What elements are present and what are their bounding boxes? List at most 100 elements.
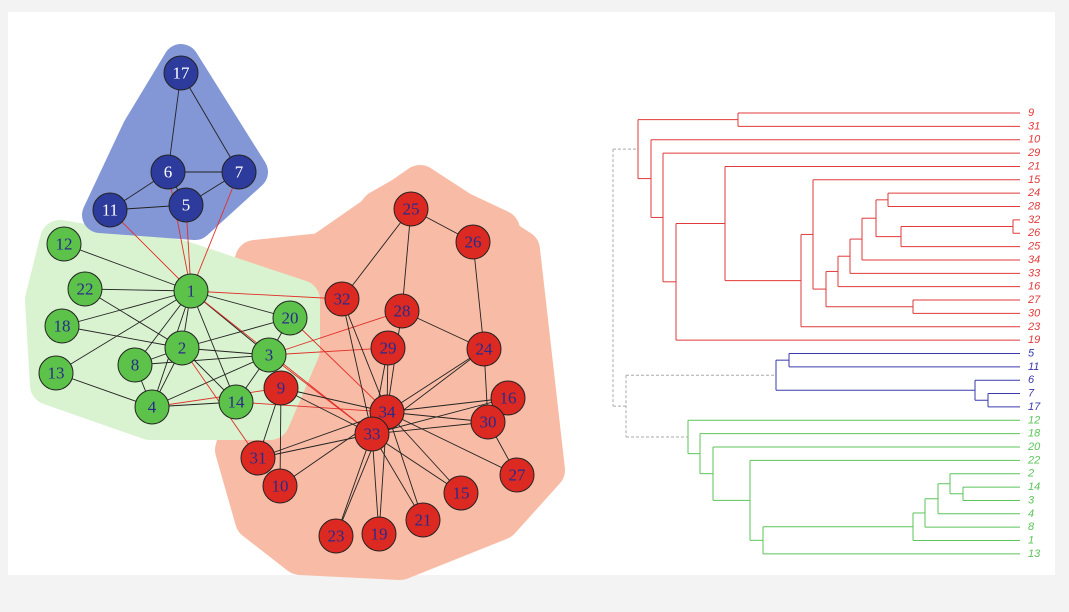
node-label: 18 [54, 317, 71, 336]
node-label: 22 [77, 280, 94, 299]
edge [109, 209, 192, 292]
node-label: 2 [178, 339, 187, 358]
node-label: 19 [371, 525, 388, 544]
node-label: 34 [379, 403, 397, 422]
node [117, 347, 153, 383]
edge [61, 325, 183, 349]
edge [190, 290, 237, 403]
edge [371, 433, 462, 494]
leaf-label: 29 [1027, 147, 1040, 159]
leaf-label: 17 [1028, 401, 1041, 413]
node [324, 281, 360, 317]
node-label: 33 [364, 425, 381, 444]
leaf-label: 22 [1027, 454, 1040, 466]
dendrogram: 9311029211524283226253433162730231951167… [612, 107, 1041, 560]
edge [268, 347, 389, 356]
leaf-label: 10 [1028, 134, 1041, 146]
node [173, 273, 209, 309]
node [370, 330, 406, 366]
edge [371, 397, 509, 435]
node-label: 5 [182, 196, 191, 215]
node [163, 55, 199, 91]
edge [190, 171, 240, 292]
leaf-label: 20 [1027, 441, 1041, 453]
node [92, 192, 128, 228]
node [384, 293, 420, 329]
edge [181, 317, 291, 349]
node-label: 1 [187, 282, 196, 301]
leaf-label: 8 [1028, 521, 1035, 533]
node-label: 28 [394, 302, 411, 321]
node-label: 9 [277, 379, 286, 398]
leaf-label: 15 [1028, 174, 1041, 186]
leaf-label: 11 [1028, 361, 1039, 373]
edge [55, 290, 192, 374]
leaf-label: 19 [1028, 334, 1040, 346]
node-label: 12 [56, 235, 73, 254]
leaf-label: 34 [1028, 254, 1040, 266]
leaf-label: 14 [1028, 481, 1040, 493]
node-label: 24 [476, 340, 494, 359]
node-label: 17 [173, 64, 191, 83]
node [221, 154, 257, 190]
edge [257, 433, 373, 459]
node-label: 32 [334, 290, 351, 309]
edge [386, 411, 518, 476]
leaf-label: 26 [1027, 227, 1041, 239]
node-label: 10 [272, 477, 289, 496]
leaf-label: 23 [1027, 321, 1041, 333]
node [490, 380, 526, 416]
edge [268, 310, 403, 356]
node [218, 384, 254, 420]
node-label: 6 [164, 163, 173, 182]
node-label: 27 [509, 466, 527, 485]
node [46, 226, 82, 262]
node [443, 475, 479, 511]
leaf-label: 21 [1027, 160, 1040, 172]
leaf-label: 27 [1027, 294, 1041, 306]
edge [151, 387, 282, 408]
node-label: 30 [480, 413, 497, 432]
node-label: 15 [453, 484, 470, 503]
node-label: 4 [148, 398, 157, 417]
node [150, 154, 186, 190]
edge [151, 354, 270, 408]
edge [386, 397, 509, 413]
node-label: 16 [500, 389, 517, 408]
leaf-label: 28 [1027, 201, 1041, 213]
leaf-label: 7 [1028, 388, 1035, 400]
edge [335, 433, 373, 537]
edge [341, 298, 373, 435]
leaf-label: 1 [1028, 535, 1034, 547]
leaf-label: 3 [1028, 494, 1035, 506]
node [470, 404, 506, 440]
leaf-label: 5 [1028, 347, 1035, 359]
node-label: 20 [282, 309, 299, 328]
node [263, 370, 299, 406]
node [318, 518, 354, 554]
node-label: 26 [465, 233, 482, 252]
node [38, 355, 74, 391]
node [240, 440, 276, 476]
node-label: 14 [228, 393, 246, 412]
leaf-label: 6 [1028, 374, 1035, 386]
leaf-label: 30 [1028, 307, 1041, 319]
edge [180, 72, 240, 173]
node [354, 416, 390, 452]
leaf-label: 2 [1027, 468, 1034, 480]
node [499, 457, 535, 493]
leaf-label: 31 [1028, 120, 1040, 132]
edge [61, 290, 192, 327]
edge [84, 288, 183, 349]
node-label: 8 [131, 356, 140, 375]
node [262, 468, 298, 504]
node [361, 516, 397, 552]
node-label: 7 [235, 163, 244, 182]
leaf-label: 25 [1027, 241, 1041, 253]
blue-hull [82, 44, 268, 240]
node [272, 300, 308, 336]
edge [280, 387, 388, 413]
leaf-label: 32 [1028, 214, 1040, 226]
